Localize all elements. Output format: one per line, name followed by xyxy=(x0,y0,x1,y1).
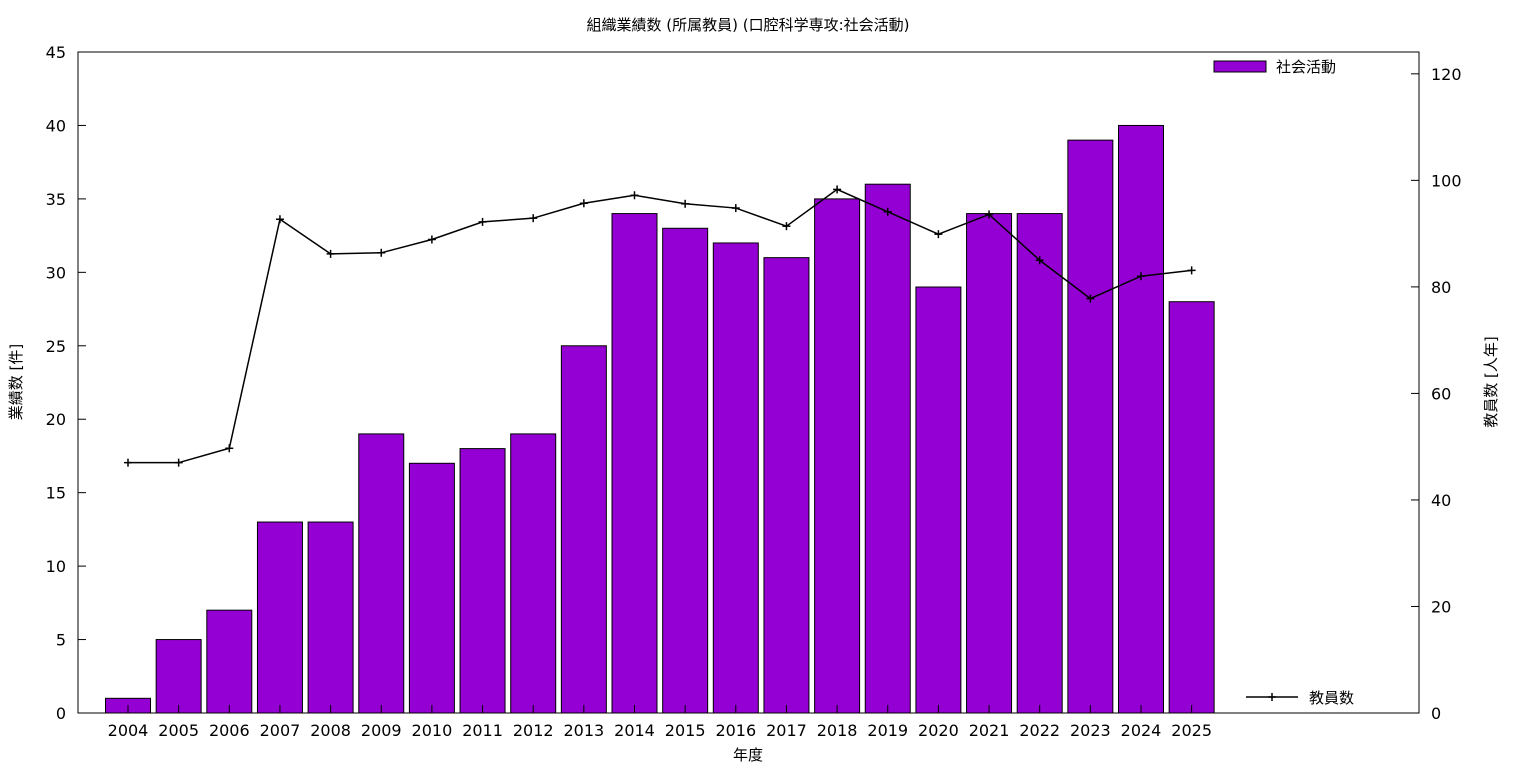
y-tick-label: 15 xyxy=(46,484,66,503)
line-point-2017 xyxy=(782,222,791,231)
y-tick-label: 40 xyxy=(46,116,66,135)
y-tick-label: 20 xyxy=(46,410,66,429)
x-tick-label: 2023 xyxy=(1070,721,1111,740)
line-point-2008 xyxy=(326,249,335,258)
y2-tick-label: 80 xyxy=(1431,278,1451,297)
line-point-2024 xyxy=(1137,272,1145,281)
x-axis: 2004 2005 2006 2007 2008 2009 2010 2011 2012 2013… xyxy=(108,705,1212,740)
bar-2005 xyxy=(155,639,202,714)
y-tick-label: 45 xyxy=(46,43,66,62)
line-point-2016 xyxy=(731,204,740,213)
bar-2017 xyxy=(763,257,810,714)
bar-2018 xyxy=(814,198,861,714)
x-axis-label: 年度 xyxy=(733,746,763,764)
y2-axis: 0 20 40 60 80 100 120 xyxy=(1411,65,1462,723)
x-tick-label: 2019 xyxy=(867,721,908,740)
bar-2015 xyxy=(662,227,709,714)
chart-title: 組織業績数 (所属教員) (口腔科学専攻:社会活動) xyxy=(586,16,909,34)
bar-2024 xyxy=(1118,124,1164,714)
bar-2019 xyxy=(864,183,911,714)
line-point-2020 xyxy=(934,230,943,239)
y-tick-label: 0 xyxy=(56,704,66,723)
x-tick-label: 2020 xyxy=(918,721,959,740)
line-point-2006 xyxy=(225,444,234,453)
plot-frame xyxy=(77,51,1420,714)
line-point-2023 xyxy=(1086,294,1095,303)
line-point-2019 xyxy=(883,207,892,216)
line-point-2022 xyxy=(1035,256,1044,265)
x-tick-label: 2021 xyxy=(969,721,1010,740)
x-tick-label: 2013 xyxy=(563,721,604,740)
legend-line-label: 教員数 xyxy=(1309,689,1354,707)
line-point-2014 xyxy=(630,191,639,200)
legend-bar-swatch xyxy=(1213,60,1267,73)
bar-2006 xyxy=(206,609,253,714)
x-tick-label: 2024 xyxy=(1121,721,1162,740)
line-point-2007 xyxy=(275,215,284,224)
x-tick-label: 2005 xyxy=(158,721,199,740)
bar-2021 xyxy=(966,213,1013,714)
y-tick-label: 30 xyxy=(46,263,66,282)
bar-2012 xyxy=(510,433,557,714)
bar-2016 xyxy=(712,242,759,714)
y2-tick-label: 0 xyxy=(1431,704,1441,723)
bar-2009 xyxy=(358,433,405,714)
bar-2023 xyxy=(1067,139,1114,714)
line-point-2010 xyxy=(427,235,436,244)
line-point-2011 xyxy=(478,217,487,226)
x-tick-label: 2022 xyxy=(1019,721,1060,740)
x-tick-label: 2008 xyxy=(310,721,351,740)
line-point-2005 xyxy=(174,458,183,467)
bar-2010 xyxy=(408,462,455,714)
line-point-2009 xyxy=(377,248,386,257)
legend-line: 教員数 xyxy=(1246,689,1354,707)
x-tick-label: 2004 xyxy=(108,721,149,740)
y-tick-label: 25 xyxy=(46,337,66,356)
bar-2025 xyxy=(1168,301,1215,714)
x-tick-label: 2006 xyxy=(209,721,250,740)
bar-2011 xyxy=(459,448,506,714)
x-tick-label: 2025 xyxy=(1171,721,1212,740)
y-tick-label: 5 xyxy=(56,631,66,650)
legend-bar-label: 社会活動 xyxy=(1276,58,1336,76)
line-point-2004 xyxy=(124,458,132,467)
x-tick-label: 2012 xyxy=(513,721,554,740)
bar-2020 xyxy=(915,286,962,714)
y-tick-label: 10 xyxy=(46,557,66,576)
y-tick-label: 35 xyxy=(46,190,66,209)
y-axis: 0 5 10 15 20 25 30 35 40 45 xyxy=(46,43,86,723)
x-tick-label: 2017 xyxy=(766,721,807,740)
x-tick-label: 2015 xyxy=(665,721,706,740)
line-point-2013 xyxy=(579,199,588,208)
y2-tick-label: 100 xyxy=(1431,171,1462,190)
y2-tick-label: 120 xyxy=(1431,65,1462,84)
bar-2022 xyxy=(1016,213,1063,714)
y2-tick-label: 20 xyxy=(1431,597,1451,616)
line-point-2025 xyxy=(1187,266,1196,275)
y2-tick-label: 40 xyxy=(1431,491,1451,510)
y-axis-label: 業績数 [件] xyxy=(7,344,25,420)
line-point-2018 xyxy=(833,185,842,194)
x-tick-label: 2011 xyxy=(462,721,503,740)
x-tick-label: 2007 xyxy=(260,721,301,740)
line-point-2012 xyxy=(529,214,538,223)
bar-2007 xyxy=(256,521,303,714)
line-point-2021 xyxy=(985,210,994,219)
line-point-2015 xyxy=(681,199,690,208)
x-tick-label: 2010 xyxy=(412,721,453,740)
x-tick-label: 2009 xyxy=(361,721,402,740)
line-layer xyxy=(124,185,1196,467)
y2-axis-label: 教員数 [人年] xyxy=(1482,336,1500,427)
bars-layer xyxy=(105,124,1215,714)
x-tick-label: 2014 xyxy=(614,721,655,740)
line-faculty-count xyxy=(128,188,1192,464)
y2-tick-label: 60 xyxy=(1431,384,1451,403)
x-tick-label: 2018 xyxy=(817,721,858,740)
x-tick-label: 2016 xyxy=(715,721,756,740)
bar-2014 xyxy=(611,213,658,714)
legend-bar: 社会活動 xyxy=(1213,58,1336,76)
bar-2008 xyxy=(307,521,354,714)
bar-2013 xyxy=(560,345,607,714)
